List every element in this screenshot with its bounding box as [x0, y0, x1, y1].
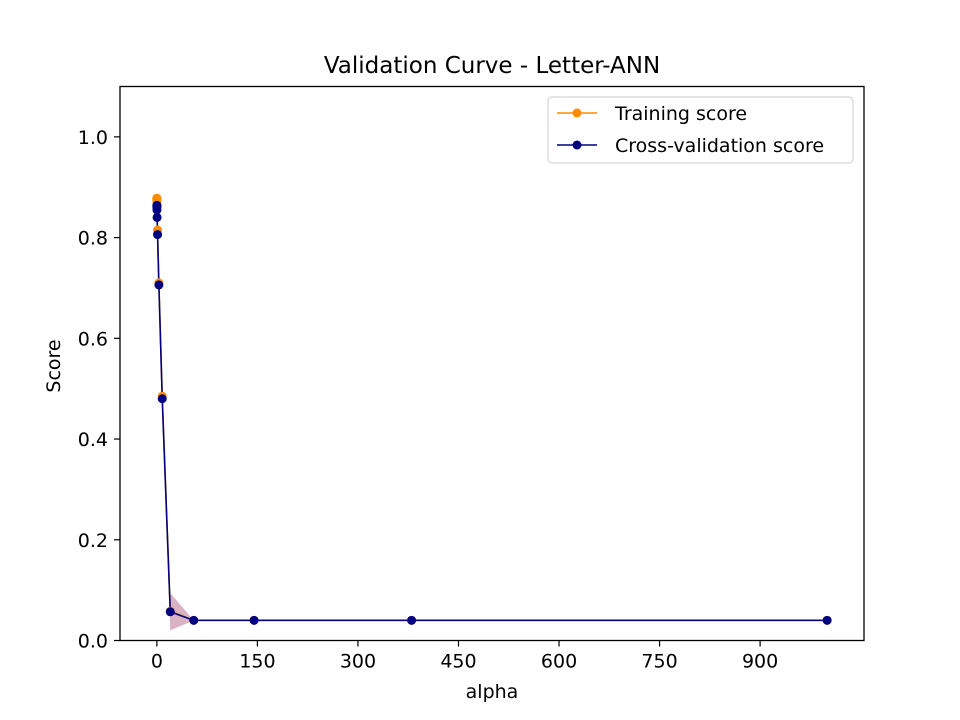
legend-cv-label: Cross-validation score	[615, 135, 824, 157]
data-point-series-1-10	[189, 615, 199, 625]
legend-training-marker	[572, 108, 582, 118]
data-point-series-1-4	[152, 205, 162, 215]
y-tick-label: 0.6	[78, 328, 108, 350]
y-tick-label: 0.2	[78, 530, 108, 552]
plot-area-frame	[119, 85, 865, 642]
data-point-series-1-9	[165, 607, 175, 617]
x-tick-label: 750	[641, 651, 677, 673]
y-tick-label: 0.4	[78, 429, 108, 451]
x-tick-label: 600	[541, 651, 577, 673]
x-tick-label: 300	[340, 651, 376, 673]
data-point-series-1-5	[152, 212, 162, 222]
x-tick-label: 450	[440, 651, 476, 673]
x-axis-label: alpha	[466, 681, 519, 703]
legend-cv-marker	[572, 140, 582, 150]
y-tick-label: 0.8	[78, 228, 108, 250]
x-axis-ticks: 0 150 300 450 600 750 900	[151, 640, 778, 673]
x-tick-label: 900	[742, 651, 778, 673]
data-point-series-1-11	[249, 615, 259, 625]
data-point-series-1-8	[157, 394, 167, 404]
data-point-series-1-7	[154, 280, 164, 290]
legend-box	[547, 96, 854, 164]
y-axis-label: Score	[43, 339, 65, 392]
x-tick-label: 0	[151, 651, 163, 673]
y-tick-label: 1.0	[78, 127, 108, 149]
x-tick-label: 150	[239, 651, 275, 673]
data-point-series-1-12	[407, 615, 417, 625]
chart-title: Validation Curve - Letter-ANN	[324, 53, 660, 79]
legend-training-label: Training score	[614, 103, 747, 125]
series-markers	[152, 193, 832, 625]
data-point-series-1-6	[153, 230, 163, 240]
legend: Training score Cross-validation score	[547, 96, 854, 164]
y-tick-label: 0.0	[78, 631, 108, 653]
data-point-series-1-13	[822, 615, 832, 625]
y-axis-ticks: 0.0 0.2 0.4 0.6 0.8 1.0	[78, 127, 120, 653]
